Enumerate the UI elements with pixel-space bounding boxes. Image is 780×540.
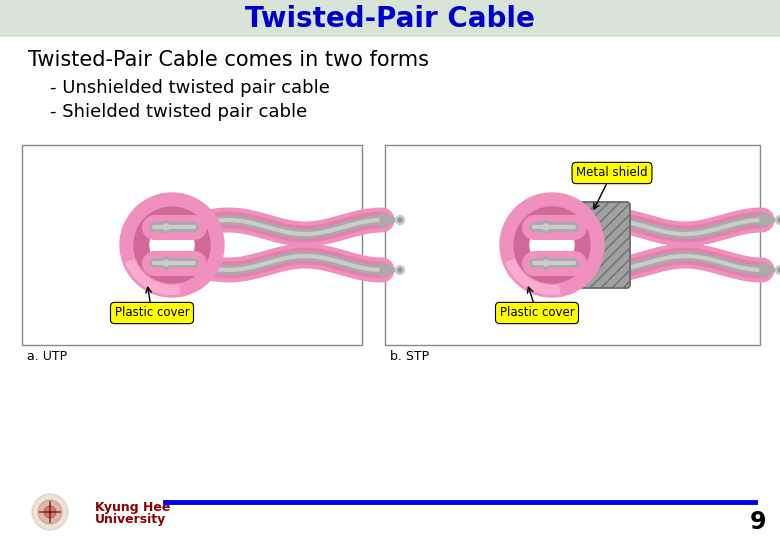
Circle shape bbox=[44, 506, 56, 518]
Circle shape bbox=[778, 268, 780, 272]
Text: Twisted-Pair Cable: Twisted-Pair Cable bbox=[245, 5, 535, 33]
FancyBboxPatch shape bbox=[0, 0, 780, 37]
Circle shape bbox=[160, 257, 172, 269]
Circle shape bbox=[160, 221, 172, 233]
Text: Plastic cover: Plastic cover bbox=[115, 307, 190, 320]
Text: University: University bbox=[95, 514, 166, 526]
Circle shape bbox=[163, 260, 169, 266]
Circle shape bbox=[398, 268, 402, 272]
Wedge shape bbox=[125, 259, 181, 295]
Circle shape bbox=[778, 218, 780, 222]
Text: a. UTP: a. UTP bbox=[27, 350, 67, 363]
Text: - Shielded twisted pair cable: - Shielded twisted pair cable bbox=[50, 103, 307, 121]
Wedge shape bbox=[505, 259, 561, 295]
Circle shape bbox=[540, 257, 552, 269]
Polygon shape bbox=[760, 262, 778, 278]
Polygon shape bbox=[380, 262, 398, 278]
Circle shape bbox=[543, 224, 549, 230]
Circle shape bbox=[120, 193, 224, 297]
Text: Plastic cover: Plastic cover bbox=[500, 307, 574, 320]
Text: b. STP: b. STP bbox=[390, 350, 429, 363]
Text: 9: 9 bbox=[750, 510, 766, 534]
Circle shape bbox=[514, 207, 590, 283]
FancyBboxPatch shape bbox=[559, 202, 630, 288]
Circle shape bbox=[395, 266, 405, 274]
Circle shape bbox=[775, 266, 780, 274]
Circle shape bbox=[134, 207, 210, 283]
Circle shape bbox=[150, 223, 194, 267]
Text: Kyung Hee: Kyung Hee bbox=[95, 501, 170, 514]
Circle shape bbox=[530, 223, 574, 267]
Circle shape bbox=[500, 193, 604, 297]
Circle shape bbox=[163, 224, 169, 230]
Circle shape bbox=[32, 494, 68, 530]
Circle shape bbox=[543, 260, 549, 266]
FancyBboxPatch shape bbox=[22, 145, 362, 345]
Text: Metal shield: Metal shield bbox=[576, 166, 648, 179]
Circle shape bbox=[540, 221, 552, 233]
Circle shape bbox=[395, 215, 405, 225]
Circle shape bbox=[38, 500, 62, 524]
Circle shape bbox=[398, 218, 402, 222]
Circle shape bbox=[775, 215, 780, 225]
Polygon shape bbox=[760, 212, 778, 228]
Text: - Unshielded twisted pair cable: - Unshielded twisted pair cable bbox=[50, 79, 330, 97]
FancyBboxPatch shape bbox=[385, 145, 760, 345]
Polygon shape bbox=[380, 212, 398, 228]
Text: Twisted-Pair Cable comes in two forms: Twisted-Pair Cable comes in two forms bbox=[28, 50, 429, 70]
